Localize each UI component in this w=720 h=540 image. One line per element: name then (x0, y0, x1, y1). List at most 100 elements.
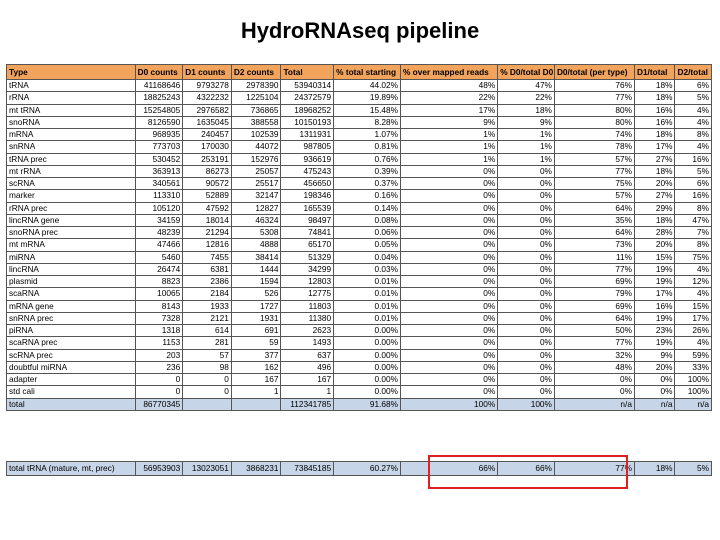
table-cell: 77% (553, 164, 635, 179)
table-cell: 79% (553, 287, 635, 301)
row-type-label: scRNA prec (6, 348, 136, 362)
table-cell: 100% (497, 397, 555, 411)
table-row: rRNA prec 105120 47592 12827 165539 0.14% 0% 0%… (6, 201, 712, 215)
table-cell: 0% (399, 262, 499, 277)
table-cell: 4% (674, 336, 712, 350)
table-cell: 19% (633, 262, 676, 277)
table-cell: 0% (497, 250, 555, 264)
table-cell: 691 (230, 323, 282, 338)
table-cell: 0.00% (333, 372, 401, 387)
table-cell: 0% (399, 299, 499, 313)
table-cell: 100% (674, 372, 712, 387)
table-cell: 0% (497, 176, 555, 191)
row-type-label: mt rRNA (6, 164, 136, 179)
table-cell: 0% (497, 213, 555, 228)
table-cell: 165539 (280, 201, 335, 215)
table-cell: 51329 (280, 250, 335, 264)
table-cell: n/a (553, 397, 635, 411)
table-cell: 38414 (230, 250, 282, 264)
table-cell: 0.00% (333, 336, 401, 350)
summary-row-total-trna: total tRNA (mature, mt, prec) 56953903 130… (6, 461, 712, 476)
table-cell: 8143 (134, 299, 184, 313)
table-cell: 0 (182, 385, 232, 399)
row-type-label: plasmid (6, 274, 136, 289)
table-cell: 0% (497, 238, 555, 252)
table-cell: 1931 (230, 311, 282, 326)
table-row: mt rRNA 363913 86273 25057 475243 0.39% 0% 0% 77… (6, 164, 712, 179)
table-cell: 26474 (134, 262, 184, 277)
table-row: tRNA prec 530452 253191 152976 936619 0.76% 1%… (6, 152, 712, 166)
table-cell: 1444 (230, 262, 282, 277)
table-cell: 6% (674, 78, 712, 93)
table-cell: 4888 (230, 238, 282, 252)
table-cell: 28% (633, 225, 676, 240)
table-cell: 526 (230, 287, 282, 301)
table-cell: 76% (553, 78, 635, 93)
table-cell: 0% (497, 189, 555, 203)
table-cell: 388558 (230, 115, 282, 130)
table-cell: 16% (674, 189, 712, 203)
table-cell: 59 (230, 336, 282, 350)
table-cell: 15% (674, 299, 712, 313)
table-cell: 44.02% (333, 78, 401, 93)
table-row: scaRNA 10065 2184 526 12775 0.01% 0% 0% 79% 17% 4% (6, 287, 712, 301)
table-cell: 22% (399, 91, 499, 105)
table-cell: 5% (674, 461, 712, 476)
table-cell: 0.00% (333, 360, 401, 375)
table-cell: 7% (674, 225, 712, 240)
table-row: snoRNA prec 48239 21294 5308 74841 0.06% 0% 0% 6… (6, 225, 712, 240)
table-cell: 236 (134, 360, 184, 375)
table-cell: 167 (280, 372, 335, 387)
table-cell: 968935 (134, 127, 184, 142)
table-cell: 16% (633, 299, 676, 313)
table-cell: 340561 (134, 176, 184, 191)
table-row: snRNA prec 7328 2121 1931 11380 0.01% 0% 0% 64% 1… (6, 311, 712, 326)
table-cell: 1 (280, 385, 335, 399)
table-cell: 2623 (280, 323, 335, 338)
table-cell: 198346 (280, 189, 335, 203)
table-cell: 12775 (280, 287, 335, 301)
rna-type-table: Type D0 counts D1 counts D2 counts Total% to… (6, 64, 712, 411)
table-cell: 9793278 (182, 78, 232, 93)
table-cell: 162 (230, 360, 282, 375)
table-row: scRNA 340561 90572 25517 456650 0.37% 0% 0% 75% 2… (6, 176, 712, 191)
table-cell: 0.76% (333, 152, 401, 166)
table-cell: 0.39% (333, 164, 401, 179)
table-cell: 4% (674, 262, 712, 277)
table-cell: 50% (553, 323, 635, 338)
table-cell: 1933 (182, 299, 232, 313)
table-cell: 0% (633, 385, 676, 399)
table-cell: 0% (497, 274, 555, 289)
table-cell: 5% (674, 164, 712, 179)
table-cell: 16% (633, 103, 676, 117)
table-cell: 32147 (230, 189, 282, 203)
table-cell: 1727 (230, 299, 282, 313)
table-cell: 0% (633, 372, 676, 387)
table-cell: 0% (399, 225, 499, 240)
table-cell: 26% (674, 323, 712, 338)
table-cell: 1311931 (280, 127, 335, 142)
table-cell: 77% (553, 262, 635, 277)
table-cell: 240457 (182, 127, 232, 142)
table-row: rRNA 18825243 4322232 1225104 24372579 19.89%… (6, 91, 712, 105)
table-cell: 60.27% (333, 461, 401, 476)
table-cell: 7455 (182, 250, 232, 264)
table-cell: 77% (553, 461, 635, 476)
column-header: % over mapped reads (399, 64, 499, 80)
table-cell: 11% (553, 250, 635, 264)
table-cell: 1% (399, 127, 499, 142)
table-cell: 0% (497, 164, 555, 179)
table-cell: n/a (674, 397, 712, 411)
row-type-label: snoRNA (6, 115, 136, 130)
table-cell: 8% (674, 238, 712, 252)
table-cell: 86770345 (134, 397, 184, 411)
table-cell: 377 (230, 348, 282, 362)
table-cell: 0.37% (333, 176, 401, 191)
table-cell: 0% (399, 201, 499, 215)
table-cell: 0.01% (333, 274, 401, 289)
table-cell: 170030 (182, 140, 232, 154)
column-header: Total (280, 64, 335, 80)
table-cell: 0.08% (333, 213, 401, 228)
table-cell: 2184 (182, 287, 232, 301)
table-cell: 77% (553, 336, 635, 350)
